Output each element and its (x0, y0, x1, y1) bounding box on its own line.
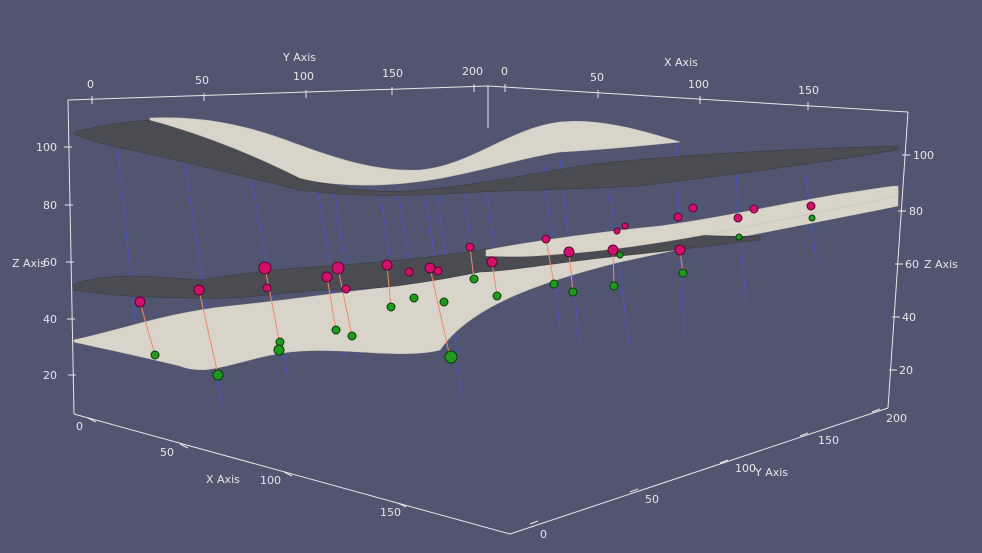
top-x-axis-line (487, 85, 909, 113)
top-y-tick-label: 50 (195, 74, 209, 87)
bottom-y-axis-line (509, 407, 889, 535)
right-z-tick-label: 100 (913, 149, 934, 162)
bottom-x-tick-label: 50 (160, 446, 174, 459)
top-y-tick-label: 150 (382, 67, 403, 80)
right-z-tick-label: 80 (909, 205, 923, 218)
top-y-tick-label: 0 (87, 78, 94, 91)
left-z-axis: Z Axis 100 80 40 20 60 (12, 141, 76, 382)
bottom-y-tick-label: 0 (540, 528, 547, 541)
top-x-tick-label: 0 (501, 65, 508, 78)
bottom-y-axis: Y Axis 0 50 100 150 200 (529, 408, 907, 541)
bottom-x-tick-label: 100 (260, 474, 281, 487)
surface-middle-light (485, 185, 899, 257)
top-y-axis: Y Axis 0 50 100 150 200 (87, 51, 483, 104)
surface-top-light (149, 117, 681, 186)
right-z-axis: Z Axis 100 80 60 40 20 (889, 149, 958, 377)
marker-links (139, 238, 684, 376)
right-z-tick-label: 40 (902, 311, 916, 324)
bottom-x-tick-label: 150 (380, 506, 401, 519)
bottom-y-axis-title: Y Axis (754, 466, 788, 479)
top-markers (134, 201, 816, 308)
left-z-axis-title: Z Axis (12, 257, 46, 270)
bottom-x-axis-title: X Axis (206, 473, 240, 486)
top-x-tick-label: 100 (688, 78, 709, 91)
right-z-axis-line (887, 111, 909, 409)
right-z-axis-title: Z Axis (924, 258, 958, 271)
top-y-tick-label: 200 (462, 65, 483, 78)
top-x-axis-title: X Axis (664, 56, 698, 69)
bounding-box (67, 85, 909, 535)
right-z-tick-label: 20 (899, 364, 913, 377)
top-y-tick-label: 100 (293, 70, 314, 83)
left-z-tick-label: 100 (36, 141, 57, 154)
bottom-markers (150, 214, 816, 381)
left-z-axis-line (67, 99, 75, 415)
left-z-tick-label: 60 (43, 256, 57, 269)
top-x-tick-label: 50 (590, 71, 604, 84)
left-z-tick-label: 80 (43, 199, 57, 212)
top-y-axis-title: Y Axis (282, 51, 316, 64)
top-x-axis: X Axis 0 50 100 150 (501, 56, 819, 110)
top-y-axis-line (67, 85, 489, 101)
left-z-tick-label: 40 (43, 313, 57, 326)
bottom-x-tick-label: 0 (76, 420, 83, 433)
top-x-tick-label: 150 (798, 84, 819, 97)
bottom-x-axis: X Axis 0 50 100 150 (76, 417, 407, 519)
bottom-y-tick-label: 50 (645, 493, 659, 506)
bottom-y-tick-label: 100 (735, 462, 756, 475)
bottom-x-axis-line (73, 413, 511, 535)
left-z-tick-label: 20 (43, 369, 57, 382)
bottom-y-tick-label: 150 (818, 434, 839, 447)
bottom-y-tick-label: 200 (886, 412, 907, 425)
right-z-tick-label: 60 (905, 258, 919, 271)
